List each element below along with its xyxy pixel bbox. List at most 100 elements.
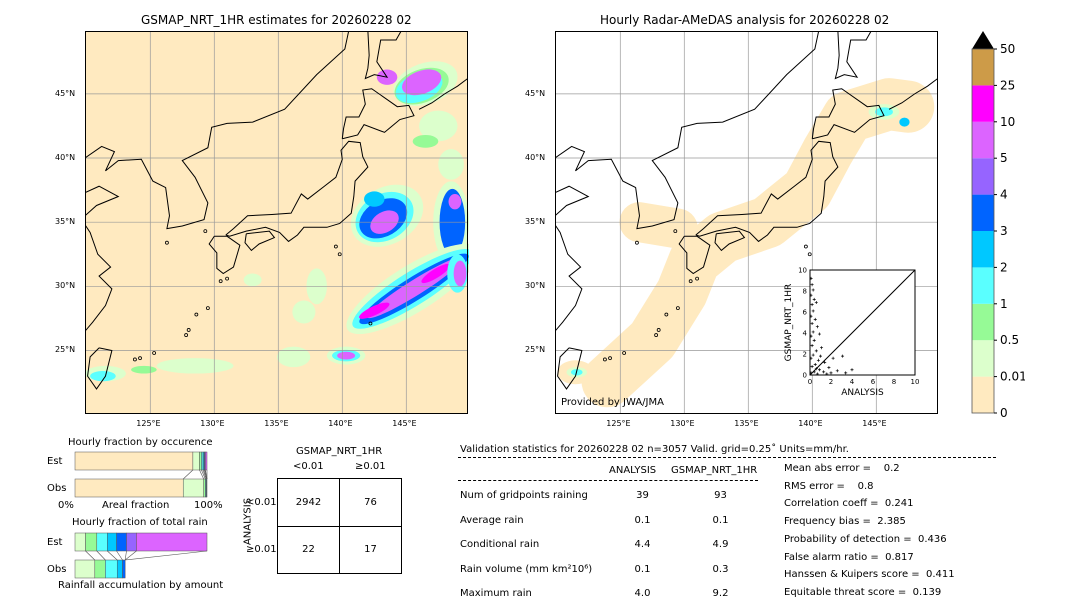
precip-area	[419, 110, 458, 142]
scatter-point	[810, 283, 814, 287]
island	[138, 356, 142, 361]
left-map-title: GSMAP_NRT_1HR estimates for 20260228 02	[141, 13, 412, 27]
precip-area	[421, 263, 451, 284]
stats-row-analysis: 0.1	[634, 514, 651, 526]
scatter-point	[819, 354, 822, 358]
total-rain-est-segment	[107, 532, 117, 552]
scatter-y-tick: 10	[798, 267, 807, 275]
data-credit: Provided by JWA/JMA	[561, 397, 664, 408]
coastline-kyushu	[208, 235, 241, 275]
scatter-y-tick: 0	[803, 372, 807, 380]
coastline-sakhalin	[834, 31, 872, 80]
precip-area	[131, 365, 157, 374]
scatter-point	[810, 365, 814, 369]
contingency-row-ge: ≥0.01	[246, 544, 277, 555]
analysis-coverage	[619, 202, 698, 249]
bar-link	[202, 469, 207, 480]
island	[203, 229, 208, 234]
lat-tick-label: 30°N	[55, 281, 76, 291]
lon-tick-label: 125°E	[136, 419, 161, 428]
coastline-hokkaido	[811, 88, 885, 140]
colorbar-label: 1	[1000, 297, 1008, 311]
scatter-point	[810, 344, 814, 348]
occurrence-x-mid: Areal fraction	[102, 500, 170, 511]
scatter-point	[815, 325, 819, 329]
scatter-y-tick: 4	[803, 330, 808, 338]
lat-tick-label: 45°N	[525, 88, 546, 98]
island	[695, 276, 699, 281]
precip-area	[412, 134, 439, 148]
island	[165, 240, 169, 245]
coastline-shandong	[555, 185, 590, 217]
bar-link	[85, 550, 96, 561]
bar-link	[96, 550, 106, 561]
diagonal-line	[809, 269, 916, 376]
colorbar-extend-arrow	[972, 31, 994, 49]
stats-score: Probability of detection = 0.436	[784, 533, 947, 545]
island	[205, 306, 210, 311]
precip-area	[359, 302, 390, 319]
occurrence-x-right: 100%	[194, 500, 223, 511]
contingency-row-lt: <0.01	[246, 497, 277, 508]
colorbar-label: 0	[1000, 406, 1008, 420]
colorbar-label: 0.5	[1000, 333, 1019, 347]
colorbar-label: 50	[1000, 42, 1015, 56]
island	[194, 312, 199, 317]
bar-link	[201, 469, 206, 480]
scatter-point	[822, 370, 826, 374]
precip-area	[448, 193, 462, 210]
stats-row-label: Rain volume (mm km²10⁶)	[460, 563, 593, 575]
lon-tick-label: 145°E	[392, 419, 417, 428]
map-frame	[85, 31, 468, 414]
lat-tick-label: 40°N	[525, 153, 546, 163]
cell-hit: 17	[364, 544, 377, 555]
occurrence-est-segment	[74, 451, 194, 471]
precip-area	[875, 107, 893, 117]
scatter-xlabel: ANALYSIS	[841, 388, 884, 398]
island	[656, 328, 661, 332]
coastline-china	[85, 224, 113, 332]
stats-score: RMS error = 0.8	[784, 480, 874, 492]
scatter-y-tick: 8	[803, 288, 807, 296]
stats-col-analysis: ANALYSIS	[609, 465, 657, 476]
coastline-shikoku	[244, 230, 276, 252]
colorbar-swatch	[972, 194, 994, 231]
total-rain-est-segment	[96, 532, 108, 552]
scatter-point	[810, 303, 814, 307]
island	[368, 321, 373, 326]
scatter-inset: 0 2 4 6 8 10 0 2 4 6 8 10 ANALYSIS GSMAP_NRT_1HR	[784, 267, 919, 399]
scatter-x-tick: 0	[808, 378, 812, 386]
lat-tick-label: 35°N	[525, 217, 546, 227]
scatter-point	[820, 346, 824, 350]
scatter-point	[809, 356, 813, 360]
bar-link	[124, 550, 137, 561]
table-divider	[278, 526, 401, 527]
stats-row-analysis: 4.0	[634, 588, 651, 599]
stats-row-label: Maximum rain	[460, 588, 532, 599]
scatter-x-tick: 6	[871, 378, 876, 386]
occurrence-est-segment	[205, 451, 208, 471]
island	[803, 244, 808, 249]
scatter-point	[811, 309, 815, 313]
stats-row-analysis: 39	[636, 490, 649, 501]
bar-link	[203, 469, 207, 480]
precip-area	[899, 117, 910, 127]
colorbar: 0 0.01 0.5 1 2 3 4 5 10 25 50	[971, 31, 1025, 420]
coastline-sakhalin	[364, 31, 402, 80]
scatter-ylabel: GSMAP_NRT_1HR	[784, 284, 794, 362]
colorbar-swatch	[972, 121, 994, 159]
stats-header: Validation statistics for 20260228 02 n=…	[460, 444, 849, 455]
occurrence-est-segment	[192, 451, 200, 471]
stats-divider	[458, 480, 758, 481]
colorbar-label: 25	[1000, 78, 1015, 92]
scatter-point	[814, 367, 818, 371]
coastline-taiwan	[557, 347, 583, 390]
occurrence-obs-segment	[182, 478, 204, 498]
colorbar-swatch	[972, 85, 994, 122]
scatter-point	[809, 334, 813, 338]
total-rain-est-segment	[85, 532, 98, 552]
colorbar-swatch	[972, 376, 994, 413]
stats-row-gsmap: 0.3	[712, 563, 729, 575]
stats-score: Mean abs error = 0.2	[784, 463, 900, 474]
total-rain-est-segment	[136, 532, 208, 552]
